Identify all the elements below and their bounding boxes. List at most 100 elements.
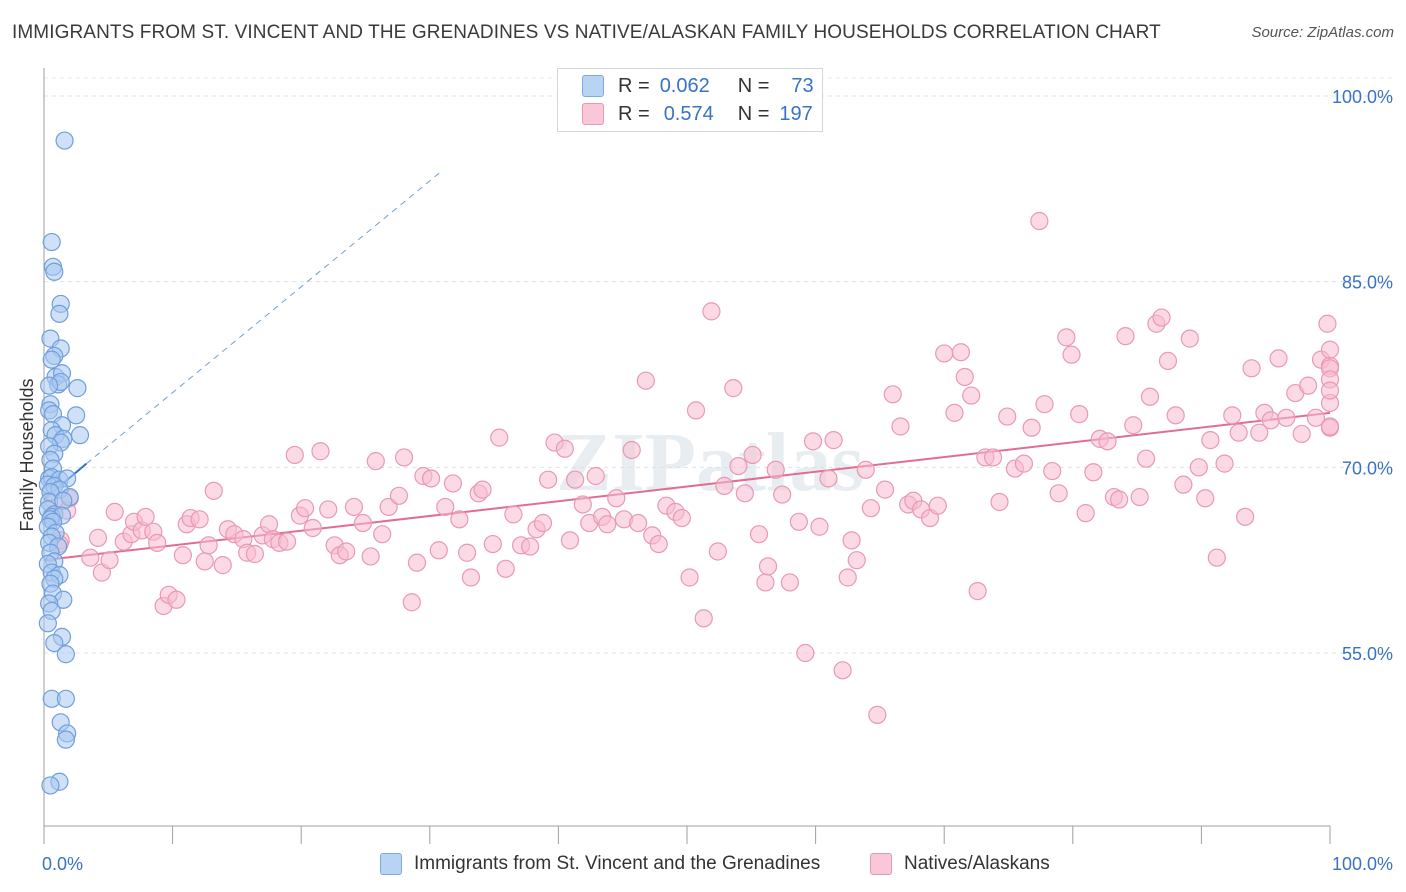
- point-natives: [1030, 211, 1049, 231]
- point-immigrants: [40, 376, 59, 395]
- point-natives: [819, 469, 838, 488]
- point-immigrants: [70, 426, 90, 445]
- point-natives: [1320, 340, 1340, 359]
- point-natives: [1261, 411, 1280, 430]
- point-natives: [1076, 504, 1095, 523]
- point-natives: [457, 543, 477, 562]
- point-natives: [353, 513, 373, 533]
- legend-item-immigrants: Immigrants from St. Vincent and the Gren…: [380, 853, 820, 875]
- legend-r-value: 0.062: [659, 74, 710, 97]
- legend-n-label: N =: [737, 102, 770, 125]
- point-natives: [402, 593, 421, 612]
- y-tick-label: 55.0%: [1342, 644, 1393, 664]
- point-natives: [694, 609, 713, 628]
- point-natives: [295, 499, 315, 518]
- point-natives: [1223, 406, 1242, 425]
- point-natives: [983, 448, 1003, 467]
- point-natives: [379, 497, 398, 517]
- point-natives: [968, 582, 987, 601]
- point-natives: [672, 508, 691, 528]
- point-natives: [729, 456, 748, 476]
- point-immigrants: [56, 689, 75, 708]
- legend-item-natives: Natives/Alaskans: [870, 853, 1050, 875]
- axes: [43, 68, 1331, 844]
- point-natives: [1109, 490, 1129, 509]
- point-natives: [598, 515, 617, 534]
- point-immigrants: [45, 633, 64, 653]
- point-natives: [607, 489, 626, 508]
- point-natives: [1306, 408, 1325, 427]
- point-natives: [573, 495, 592, 514]
- point-natives: [629, 513, 648, 533]
- point-natives: [847, 551, 866, 570]
- point-natives: [1277, 408, 1296, 427]
- point-natives: [1070, 405, 1089, 424]
- point-natives: [1166, 406, 1185, 425]
- point-natives: [429, 541, 448, 560]
- point-natives: [81, 548, 100, 567]
- point-natives: [303, 518, 322, 538]
- point-natives: [1124, 416, 1143, 435]
- legend-n-label: N =: [737, 74, 770, 97]
- point-natives: [136, 507, 155, 526]
- series-immigrants-st-vincent: [38, 131, 90, 795]
- point-natives: [1250, 423, 1269, 442]
- point-natives: [1014, 454, 1034, 473]
- point-natives: [100, 551, 119, 570]
- point-natives: [204, 481, 223, 500]
- point-natives: [259, 515, 279, 534]
- point-natives: [443, 474, 463, 493]
- legend-n-value: 197: [779, 102, 813, 125]
- point-natives: [450, 510, 469, 529]
- point-immigrants: [41, 776, 60, 795]
- point-natives: [773, 485, 792, 504]
- point-natives: [421, 469, 441, 488]
- point-natives: [213, 556, 232, 575]
- point-natives: [285, 445, 304, 465]
- point-natives: [749, 525, 769, 544]
- chart-title: IMMIGRANTS FROM ST. VINCENT AND THE GREN…: [12, 22, 1161, 43]
- legend-swatch-blue: [582, 75, 604, 97]
- legend-r-value: 0.574: [663, 102, 714, 125]
- point-natives: [533, 513, 553, 533]
- point-natives: [105, 502, 124, 521]
- point-natives: [461, 568, 481, 587]
- point-natives: [945, 403, 964, 422]
- point-natives: [824, 431, 843, 450]
- point-immigrants: [42, 350, 61, 369]
- legend-swatch-pink: [870, 853, 892, 875]
- y-tick-label: 70.0%: [1342, 458, 1393, 478]
- legend-r-label: R =: [618, 74, 650, 97]
- point-natives: [702, 302, 721, 321]
- point-natives: [810, 517, 829, 536]
- point-natives: [1057, 328, 1076, 347]
- legend-row-natives: R = 0.574 N = 197: [558, 101, 813, 127]
- y-axis-label: Family Households: [17, 378, 37, 531]
- point-natives: [1174, 475, 1193, 494]
- point-natives: [407, 553, 427, 572]
- point-natives: [708, 542, 727, 561]
- point-natives: [766, 460, 785, 479]
- point-natives: [875, 480, 895, 499]
- point-natives: [361, 547, 380, 566]
- point-natives: [394, 448, 414, 467]
- y-tick-label: 100.0%: [1332, 87, 1393, 107]
- legend-label-natives: Natives/Alaskans: [904, 853, 1050, 874]
- point-natives: [955, 367, 974, 387]
- point-natives: [1207, 548, 1226, 567]
- point-natives: [743, 445, 762, 465]
- point-natives: [833, 661, 852, 680]
- chart-source: Source: ZipAtlas.com: [1251, 24, 1394, 41]
- point-natives: [780, 573, 799, 592]
- point-natives: [724, 379, 743, 398]
- point-natives: [842, 531, 861, 550]
- point-natives: [856, 460, 875, 479]
- point-natives: [1292, 424, 1311, 444]
- point-natives: [389, 486, 409, 505]
- point-natives: [311, 442, 330, 461]
- point-natives: [148, 533, 167, 552]
- correlation-legend: R = 0.062 N = 73 R = 0.574 N = 197: [557, 68, 823, 132]
- watermark: ZIPatlas: [556, 416, 864, 509]
- point-immigrants: [56, 645, 75, 664]
- point-natives: [1318, 314, 1337, 333]
